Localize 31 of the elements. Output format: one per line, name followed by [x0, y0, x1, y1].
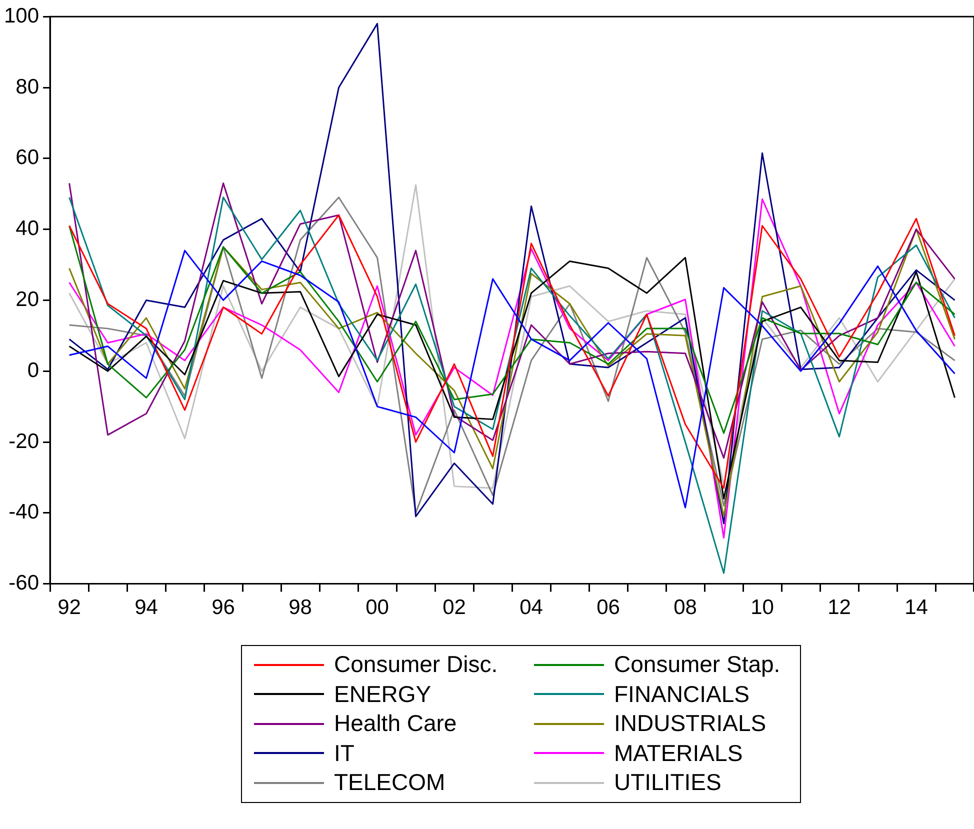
legend-label: INDUSTRIALS — [614, 709, 766, 738]
x-tick-label: 12 — [828, 596, 851, 620]
legend-label: UTILITIES — [614, 768, 722, 797]
y-tick-label: 0 — [27, 358, 40, 382]
x-tick-label: 94 — [134, 596, 158, 620]
legend-label: MATERIALS — [614, 738, 743, 768]
x-tick-label: 04 — [520, 596, 544, 620]
x-tick-label: 10 — [750, 596, 774, 620]
legend-label: Health Care — [334, 709, 457, 738]
x-tick-label: 02 — [442, 596, 466, 620]
y-tick-label: -20 — [8, 430, 40, 453]
y-tick-label: -60 — [8, 572, 40, 595]
x-tick-label: 96 — [212, 596, 235, 620]
y-tick-label: 60 — [16, 146, 40, 170]
x-tick-label: 92 — [58, 596, 81, 620]
x-tick-label: 14 — [904, 596, 928, 620]
x-tick-label: 08 — [674, 596, 697, 620]
y-tick-label: 80 — [16, 75, 40, 98]
legend-label: Consumer Stap. — [614, 650, 780, 679]
y-tick-label: 20 — [16, 288, 40, 311]
y-tick-label: -40 — [8, 500, 40, 524]
x-tick-label: 06 — [596, 596, 620, 620]
x-tick-label: 98 — [288, 596, 312, 620]
y-tick-label: 40 — [16, 217, 40, 240]
legend-label: TELECOM — [334, 768, 446, 797]
legend-label: ENERGY — [334, 680, 432, 708]
legend-label: IT — [334, 738, 354, 768]
legend-label: FINANCIALS — [614, 680, 750, 708]
x-tick-label: 00 — [366, 596, 389, 620]
legend-label: Consumer Disc. — [334, 650, 498, 679]
y-tick-label: 100 — [4, 4, 40, 28]
